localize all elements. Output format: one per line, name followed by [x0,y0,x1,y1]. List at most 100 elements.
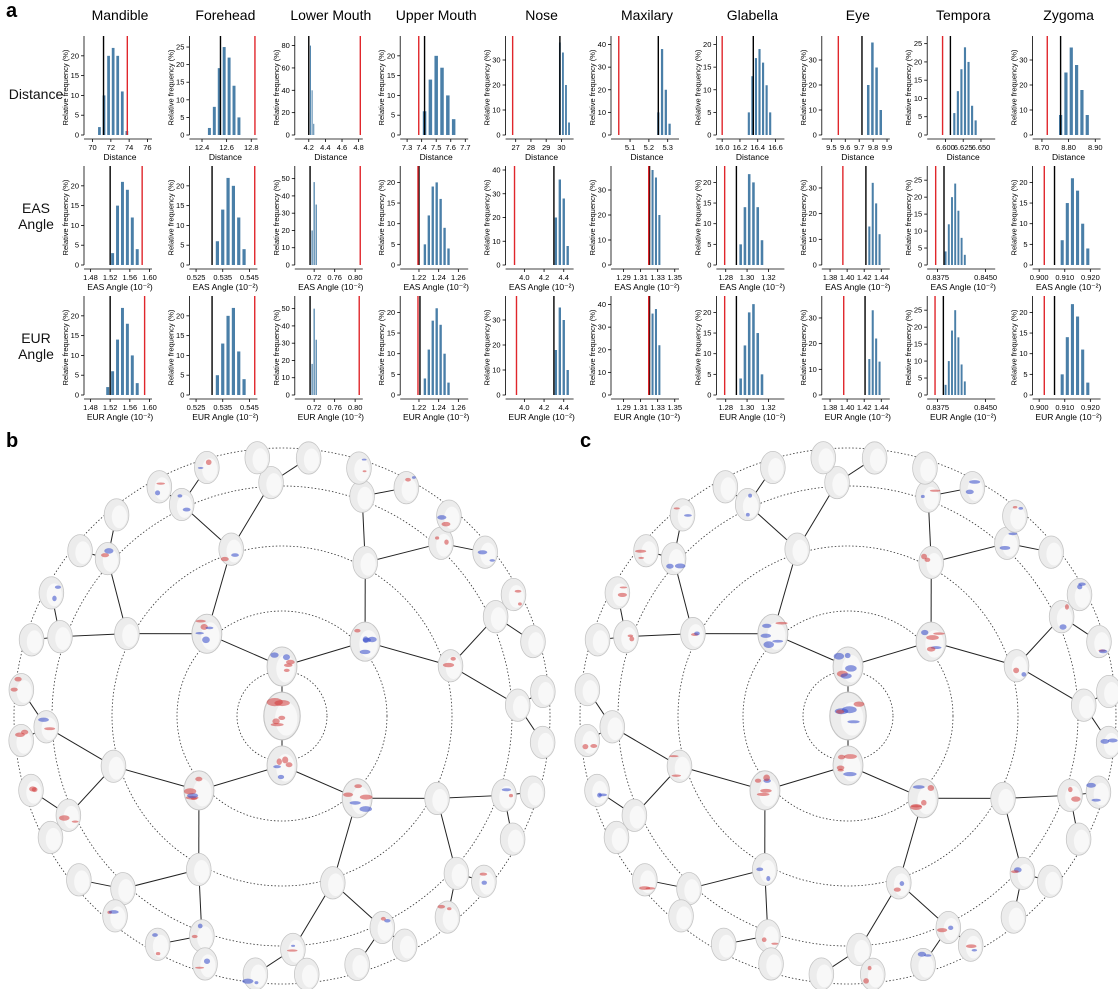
bar [126,190,129,265]
bar [975,120,977,135]
heat-spot [363,470,367,472]
y-tick-label: 40 [492,166,500,175]
x-tick-label: 1.31 [633,273,648,282]
y-axis-label: Relative frequency (%) [799,309,808,385]
heat-spot [760,789,772,793]
bar [310,46,311,135]
face-shade [743,495,758,518]
x-tick-label: 7.5 [431,143,441,152]
bar [739,244,742,265]
face-shade [917,787,935,815]
face-shade [354,459,369,482]
face-shade [721,477,736,500]
face [193,948,218,980]
heat-spot [921,554,927,560]
y-tick-label: 10 [914,94,922,103]
face-shade [432,789,447,812]
x-tick-label: 70 [88,143,96,152]
bar [131,355,134,395]
heat-spot [284,669,290,672]
x-tick-label: 0.920 [1081,403,1100,412]
face-shade [998,789,1013,812]
y-tick-label: 30 [808,56,816,65]
y-tick-label: 0 [707,391,711,400]
heat-spot [966,944,977,948]
y-tick-label: 0 [813,391,817,400]
bar [752,304,755,395]
x-axis-label: EAS Angle (10⁻²) [403,282,469,292]
x-tick-label: 4.2 [539,403,549,412]
bar [555,218,557,266]
heat-spot [1021,672,1026,677]
face-shade [193,779,211,807]
y-tick-label: 0 [1023,391,1027,400]
figure: Mandible0510152070727476DistanceRelative… [0,0,1118,989]
bar [661,49,663,135]
face [186,853,211,885]
bar [242,379,245,395]
x-tick-label: 1.42 [857,273,872,282]
face [296,442,321,474]
face [575,673,600,705]
face-shade [266,473,281,496]
face-shade [926,553,941,576]
x-axis-label: EAS Angle (10⁻²) [614,282,680,292]
x-tick-label: 16.4 [750,143,765,152]
y-tick-label: 30 [281,339,289,348]
face [916,622,946,661]
y-tick-label: 15 [914,210,922,219]
heat-spot [195,777,202,782]
y-tick-label: 10 [598,236,606,245]
y-tick-label: 0 [918,391,922,400]
y-tick-label: 40 [281,191,289,200]
heat-spot [198,924,203,929]
x-axis-label: Distance [1052,152,1085,162]
heat-spot [629,637,634,642]
x-tick-label: 1.30 [740,403,755,412]
y-tick-label: 10 [492,237,500,246]
face [245,442,270,474]
heat-spot [757,793,770,796]
y-tick-label: 20 [808,209,816,218]
y-tick-label: 20 [492,81,500,90]
bar [428,215,430,265]
heat-spot [482,881,487,885]
face [169,488,194,520]
bar [565,85,567,135]
bar [1061,240,1064,265]
x-tick-label: 1.35 [667,273,682,282]
face-shade [920,459,935,482]
y-axis-label: Relative frequency (%) [588,179,597,255]
heat-spot [672,775,682,777]
x-tick-label: 1.60 [142,403,157,412]
x-tick-label: 0.76 [327,403,342,412]
y-tick-label: 15 [1019,199,1027,208]
y-tick-label: 10 [71,221,79,230]
heat-spot [273,765,281,768]
face [916,480,941,512]
y-axis-label: Relative frequency (%) [377,49,386,125]
heat-spot [205,627,213,630]
y-tick-label: 10 [914,357,922,366]
y-tick-label: 10 [176,95,184,104]
bar [1071,178,1074,265]
bar [961,364,963,395]
x-tick-label: 74 [125,143,133,152]
heat-spot [354,629,360,633]
column-title: Mandible [92,7,149,23]
bar [111,253,114,265]
x-tick-label: 5.2 [644,143,654,152]
y-tick-label: 0 [813,131,817,140]
x-tick-label: 28 [527,143,535,152]
x-tick-label: 16.2 [733,143,748,152]
y-axis-label: Relative frequency (%) [693,309,702,385]
panel-label: b [6,430,18,453]
face [264,692,300,740]
y-tick-label: 20 [281,108,289,117]
y-tick-label: 10 [281,243,289,252]
face [145,928,170,960]
x-tick-label: 0.76 [327,273,342,282]
bar [945,385,947,395]
face-shade [593,630,608,653]
bar [964,255,966,265]
